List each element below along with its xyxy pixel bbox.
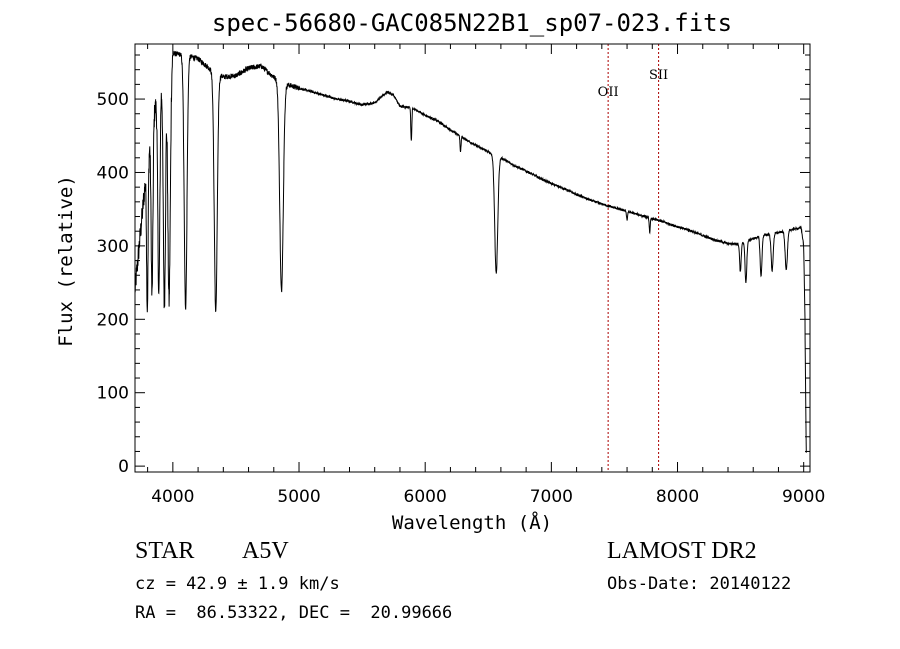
object-class: STAR	[135, 538, 195, 564]
spectrum-line	[134, 50, 807, 453]
x-axis: 4000 5000 6000 7000 8000 9000	[147, 44, 825, 507]
x-tick-label: 9000	[782, 487, 825, 507]
x-tick-label: 4000	[151, 487, 194, 507]
redshift-text: cz = 42.9 ± 1.9 km/s	[135, 574, 340, 594]
y-axis: 0 100 200 300 400 500	[97, 54, 810, 477]
x-tick-label: 5000	[277, 487, 320, 507]
chart-title: spec-56680-GAC085N22B1_sp07-023.fits	[212, 9, 732, 37]
y-axis-label: Flux (relative)	[55, 175, 77, 347]
y-tick-label: 0	[118, 457, 129, 477]
emission-line-markers: OII SII	[598, 44, 668, 472]
line-marker-label: SII	[649, 68, 668, 83]
x-tick-label: 7000	[530, 487, 573, 507]
x-tick-label: 6000	[404, 487, 447, 507]
y-tick-label: 200	[97, 310, 129, 330]
y-tick-label: 400	[97, 163, 129, 183]
y-tick-label: 100	[97, 384, 129, 404]
y-tick-label: 300	[97, 237, 129, 257]
survey-name: LAMOST DR2	[607, 538, 757, 564]
y-tick-label: 500	[97, 90, 129, 110]
obs-date-text: Obs-Date: 20140122	[607, 574, 792, 594]
x-axis-label: Wavelength (Å)	[392, 511, 552, 534]
object-subclass: A5V	[242, 538, 289, 564]
x-tick-label: 8000	[656, 487, 699, 507]
line-marker-label: OII	[598, 85, 619, 100]
plot-frame	[134, 43, 811, 473]
coordinates-text: RA = 86.53322, DEC = 20.99666	[135, 603, 453, 623]
